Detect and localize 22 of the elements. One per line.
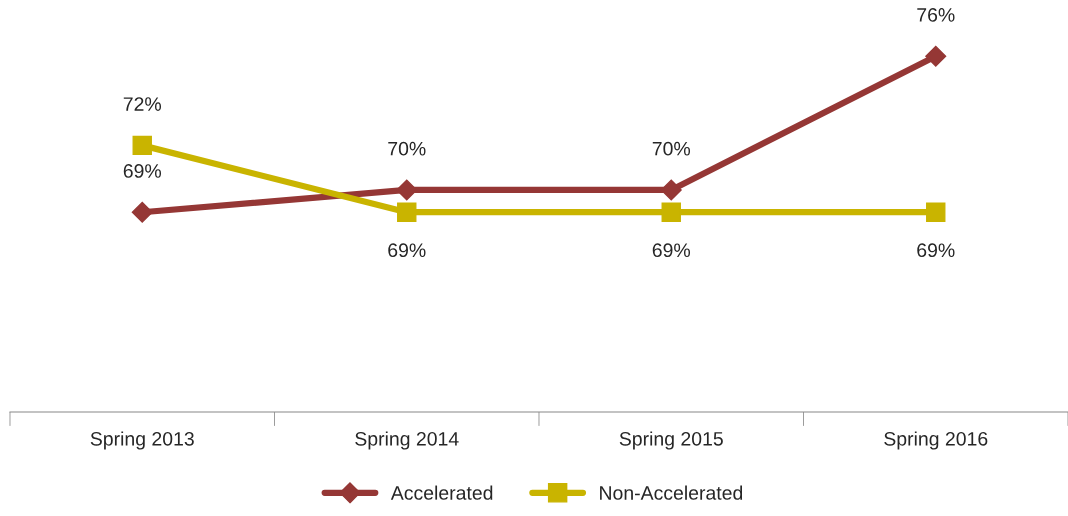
data-label: 69% [123, 164, 162, 178]
data-label: 69% [652, 243, 691, 258]
legend-label: Non-Accelerated [600, 485, 743, 500]
data-label: 70% [388, 141, 426, 156]
x-tick-label: Spring 2014 [355, 431, 459, 450]
point [661, 202, 681, 222]
x-tick-label: Spring 2015 [619, 431, 723, 450]
point [131, 201, 153, 223]
data-label: 69% [917, 243, 955, 258]
data-label: 69% [388, 243, 426, 258]
point [925, 45, 947, 67]
point [132, 135, 152, 156]
data-label: 76% [917, 8, 955, 22]
data-label: 70% [652, 141, 691, 156]
point [397, 202, 417, 222]
x-tick-label: Spring 2016 [884, 431, 988, 450]
legend-label: Accelerated [390, 485, 493, 500]
point [660, 179, 682, 201]
point [396, 179, 418, 201]
data-label: 72% [123, 97, 162, 111]
point [926, 202, 946, 222]
x-tick-label: Spring 2013 [90, 431, 194, 450]
